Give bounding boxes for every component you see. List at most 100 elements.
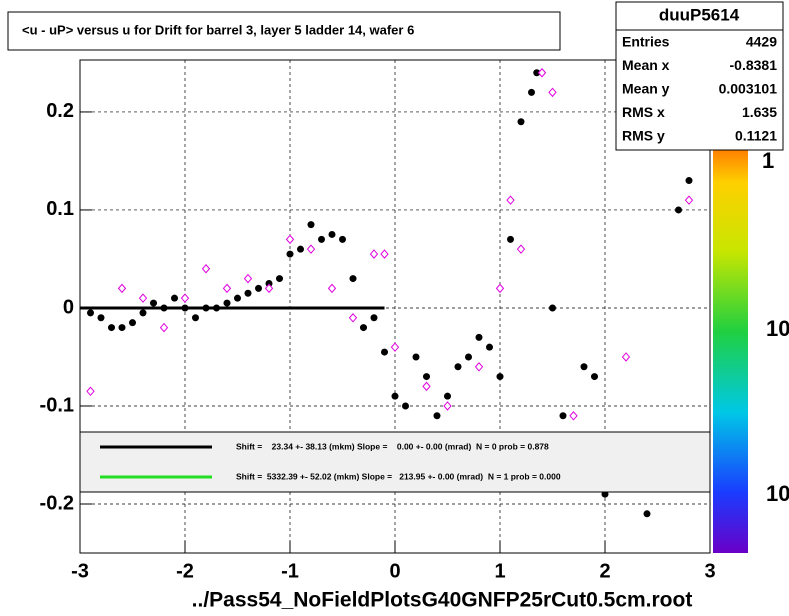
title-box [7, 11, 561, 51]
chart-title: <u - uP> versus u for Drift for barrel 3… [22, 22, 414, 37]
profile-point [423, 373, 430, 381]
profile-point [495, 283, 505, 294]
profile-point [580, 363, 588, 371]
profile-point [97, 314, 105, 322]
profile-point [390, 342, 400, 352]
profile-point [86, 386, 95, 397]
profile-point [159, 322, 169, 333]
profile-point [412, 353, 420, 361]
profile-point [139, 309, 147, 317]
profile-point [138, 293, 148, 303]
profile-point [569, 411, 578, 421]
profile-point [243, 273, 253, 284]
profile-point [360, 324, 367, 332]
profile-point [537, 67, 547, 78]
y-tick-label: 0.1 [46, 198, 74, 220]
stats-value: 1.635 [742, 104, 777, 120]
profile-point [591, 373, 598, 381]
stats-label: RMS y [622, 128, 665, 144]
profile-point [87, 309, 94, 317]
legend-box [79, 431, 711, 493]
profile-point [548, 87, 557, 98]
profile-point [370, 314, 378, 322]
stats-label: Entries [622, 34, 670, 50]
profile-point [328, 230, 336, 238]
profile-point [349, 275, 357, 283]
profile-point [506, 195, 515, 205]
profile-point [454, 363, 462, 371]
y-tick-label: -0.1 [40, 394, 74, 416]
y-tick-label: 0.2 [46, 100, 74, 122]
profile-point [307, 221, 315, 229]
profile-point [348, 313, 358, 323]
profile-point [244, 289, 252, 297]
profile-point [380, 249, 389, 259]
profile-point [223, 299, 231, 307]
profile-point [171, 294, 178, 302]
profile-point [528, 88, 535, 96]
profile-point [192, 314, 199, 322]
profile-point [402, 402, 409, 410]
profile-point [264, 283, 274, 294]
colorbar-label: 10 [766, 481, 789, 506]
profile-point [117, 283, 127, 294]
stats-box [615, 1, 784, 151]
profile-point [675, 206, 682, 214]
profile-point [685, 177, 693, 185]
profile-point [129, 319, 136, 327]
profile-point [255, 284, 262, 292]
profile-point [475, 333, 483, 341]
x-tick-label: 1 [494, 560, 505, 582]
profile-point [444, 392, 451, 400]
profile-point [234, 294, 241, 302]
profile-point [391, 392, 399, 400]
x-tick-label: 2 [599, 560, 610, 582]
stats-label: RMS x [622, 104, 665, 120]
colorbar-label: 10 [766, 316, 789, 341]
colorbar-label: 1 [762, 148, 774, 173]
profile-point [297, 245, 304, 253]
profile-point [465, 353, 472, 361]
profile-point [422, 381, 431, 392]
plot-frame [79, 59, 711, 554]
profile-point [201, 264, 211, 274]
stats-value: 4429 [746, 34, 777, 50]
profile-point [381, 348, 388, 356]
profile-point [276, 275, 283, 283]
x-tick-label: 3 [704, 560, 715, 582]
stats-value: 0.003101 [719, 81, 778, 97]
profile-point [507, 235, 514, 243]
x-axis-label: ../Pass54_NoFieldPlotsG40GNFP25rCut0.5cm… [192, 589, 693, 612]
legend-text: Shift = 23.34 +- 38.13 (mkm) Slope = 0.0… [236, 441, 549, 451]
stats-value: 0.1121 [735, 128, 777, 144]
stats-label: Mean y [622, 81, 670, 97]
profile-point [486, 343, 493, 351]
x-tick-label: -3 [71, 560, 89, 582]
profile-point [339, 235, 346, 243]
stats-value: -0.8381 [730, 57, 778, 73]
profile-point [559, 412, 567, 420]
y-tick-label: 0 [63, 296, 74, 318]
profile-point [549, 304, 556, 312]
profile-point [684, 195, 694, 205]
profile-point [180, 293, 190, 303]
legend-text: Shift = 5332.39 +- 52.02 (mkm) Slope = 2… [236, 471, 561, 481]
profile-point [118, 324, 126, 332]
profile-point [327, 283, 337, 294]
profile-point [369, 249, 379, 259]
profile-point [108, 324, 115, 332]
profile-point [621, 352, 631, 362]
y-tick-label: -0.2 [40, 492, 74, 514]
profile-point [516, 244, 526, 254]
profile-point [474, 362, 484, 372]
profile-point [496, 373, 504, 381]
profile-point [318, 235, 325, 243]
profile-point [285, 234, 295, 245]
color-bar [713, 150, 748, 553]
profile-point [306, 244, 316, 254]
x-tick-label: -1 [281, 560, 299, 582]
profile-point [150, 299, 157, 307]
profile-point [222, 283, 232, 294]
stats-title: duuP5614 [659, 5, 740, 24]
